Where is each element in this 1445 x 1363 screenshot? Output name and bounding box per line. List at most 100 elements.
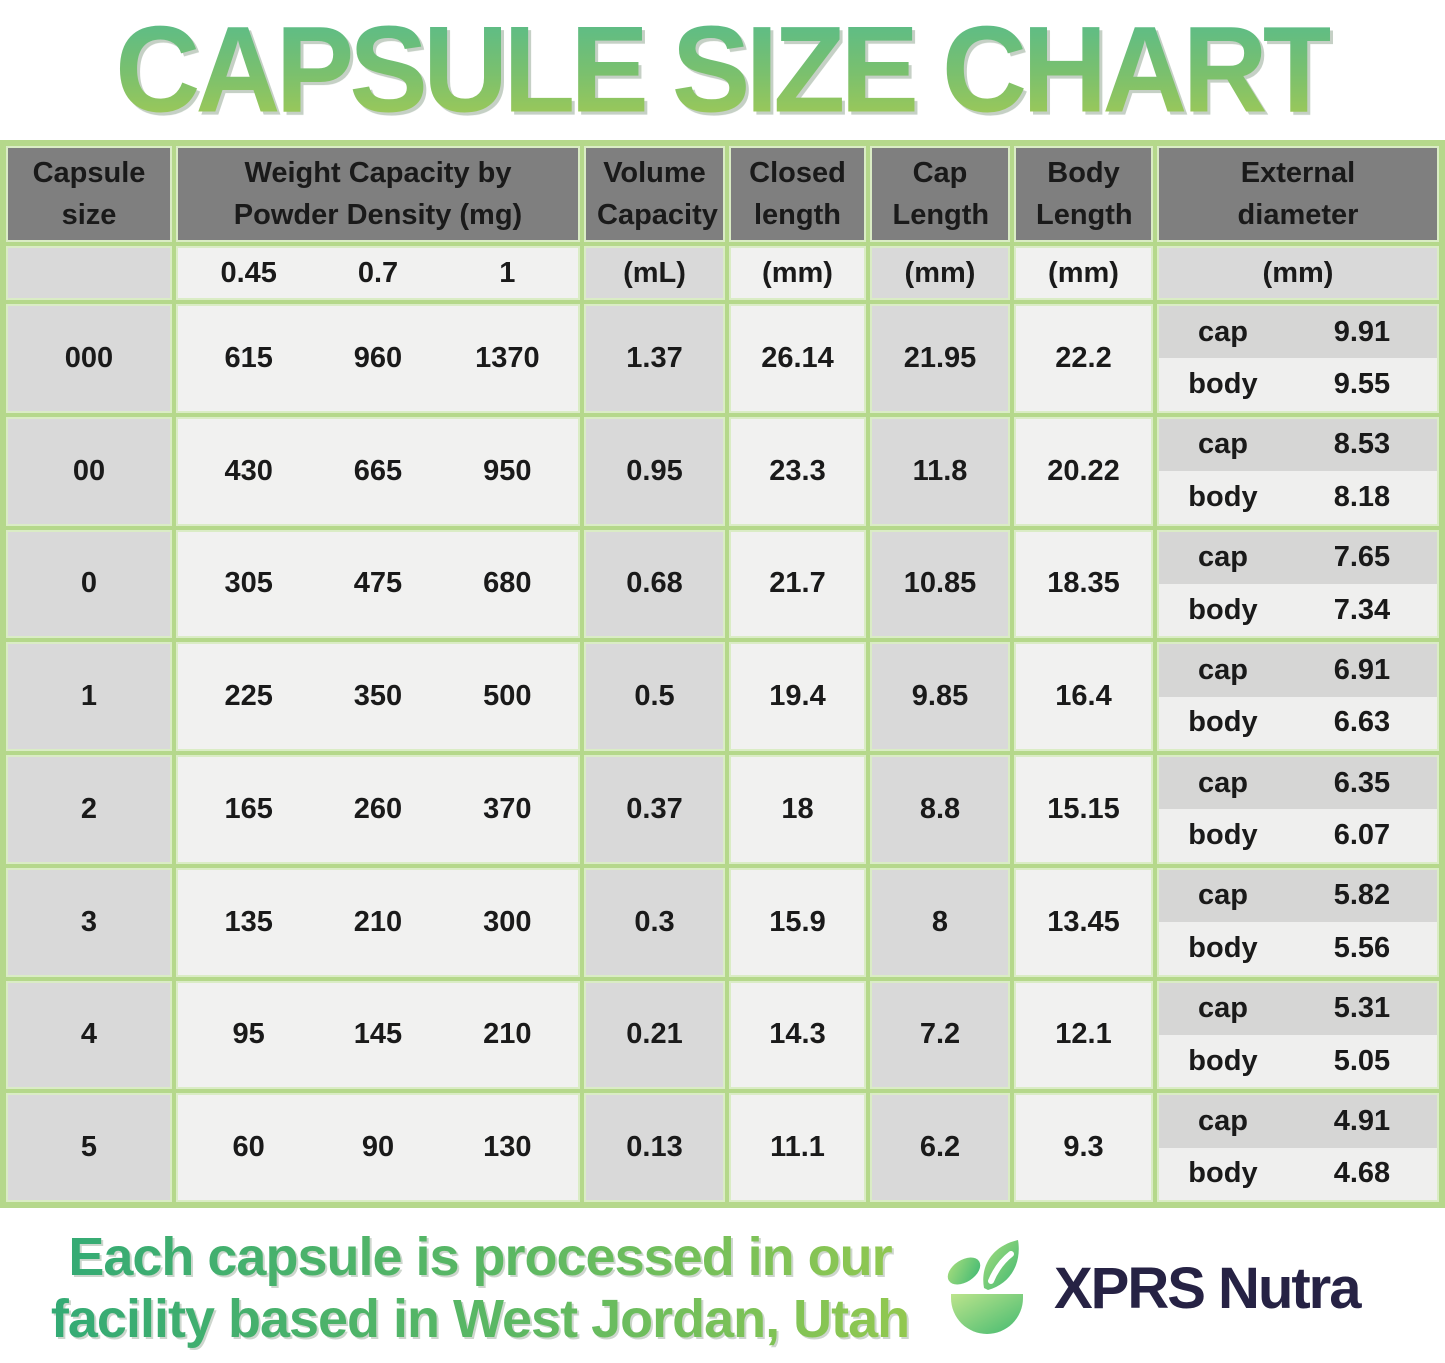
external-diameter-cell: cap 5.31 body 5.05	[1159, 982, 1437, 1088]
header-body-length: Body Length	[1016, 148, 1151, 240]
closed-length-cell: 15.9	[731, 869, 864, 975]
external-cap-value: 6.91	[1333, 653, 1391, 686]
weight-density-07-value: 960	[353, 341, 403, 374]
closed-length-cell: 26.14	[731, 306, 864, 411]
external-body-label: body	[1188, 931, 1258, 964]
cap-length-cell: 8.8	[872, 757, 1008, 862]
cap-length-cell: 8	[872, 869, 1008, 975]
weight-density-1-value: 130	[483, 1131, 532, 1164]
footer: Each capsule is processed in our facilit…	[0, 1213, 1445, 1363]
weight-density-07-value: 145	[353, 1018, 403, 1051]
weight-capacity-cell: 95 145 210	[178, 982, 578, 1088]
external-cap-label: cap	[1197, 653, 1248, 686]
body-length-cell: 16.4	[1016, 644, 1151, 749]
external-cap-row: cap 6.91	[1159, 644, 1437, 697]
external-cap-value: 4.91	[1333, 1104, 1391, 1137]
weight-density-07-value: 210	[353, 905, 403, 938]
body-length-cell: 15.15	[1016, 757, 1151, 862]
external-body-label: body	[1188, 1157, 1258, 1190]
header-capsule-size: Capsule size	[8, 148, 170, 240]
external-body-row: body 6.07	[1159, 809, 1437, 862]
cap-length-cell: 6.2	[872, 1095, 1008, 1200]
weight-density-045-value: 135	[224, 905, 273, 938]
external-cap-row: cap 5.31	[1159, 982, 1437, 1035]
footer-tagline: Each capsule is processed in our facilit…	[0, 1226, 930, 1350]
footer-tagline-line2: facility based in West Jordan, Utah	[50, 1289, 910, 1349]
external-body-label: body	[1188, 480, 1258, 513]
external-body-value: 7.34	[1333, 593, 1391, 626]
header-cap-length: Cap Length	[872, 148, 1008, 240]
closed-length-cell: 18	[731, 757, 864, 862]
weight-density-1-value: 210	[483, 1018, 532, 1051]
weight-density-045-value: 60	[232, 1131, 265, 1164]
units-body-length: (mm)	[1016, 248, 1151, 298]
external-cap-label: cap	[1197, 879, 1248, 912]
external-body-label: body	[1188, 368, 1258, 401]
external-cap-value: 5.82	[1333, 879, 1391, 912]
header-cap-length-label: Cap Length	[892, 156, 990, 231]
footer-tagline-line1: Each capsule is processed in our	[68, 1226, 892, 1287]
brand-logo: XPRS Nutra	[938, 1236, 1362, 1340]
body-length-cell: 20.22	[1016, 418, 1151, 524]
volume-capacity-cell: 0.37	[586, 757, 723, 862]
density-value-045: 0.45	[220, 256, 277, 289]
weight-density-07-value: 665	[353, 454, 403, 487]
external-diameter-cell: cap 8.53 body 8.18	[1159, 418, 1437, 524]
capsule-size-cell: 5	[8, 1095, 170, 1200]
external-cap-label: cap	[1197, 992, 1248, 1025]
external-body-row: body 4.68	[1159, 1147, 1437, 1200]
units-volume: (mL)	[586, 248, 723, 298]
density-value-1: 1	[499, 256, 516, 289]
external-body-row: body 5.05	[1159, 1034, 1437, 1088]
external-cap-label: cap	[1197, 428, 1248, 461]
external-cap-label: cap	[1197, 766, 1248, 799]
weight-density-1-value: 950	[483, 454, 532, 487]
external-body-value: 6.07	[1333, 819, 1391, 852]
volume-capacity-cell: 0.95	[586, 418, 723, 524]
header-weight-capacity: Weight Capacity by Powder Density (mg)	[178, 148, 578, 240]
weight-density-1-value: 1370	[475, 341, 540, 374]
weight-density-07-value: 260	[353, 792, 403, 825]
weight-density-045-value: 305	[224, 567, 273, 600]
header-closed-length-label: Closed length	[749, 156, 846, 231]
external-diameter-cell: cap 4.91 body 4.68	[1159, 1095, 1437, 1200]
external-body-row: body 7.34	[1159, 583, 1437, 637]
volume-capacity-cell: 0.3	[586, 869, 723, 975]
closed-length-cell: 14.3	[731, 982, 864, 1088]
units-capsule-size-empty	[8, 248, 170, 298]
external-cap-label: cap	[1197, 541, 1248, 574]
weight-density-045-value: 225	[224, 680, 273, 713]
external-diameter-cell: cap 9.91 body 9.55	[1159, 306, 1437, 411]
cap-length-cell: 21.95	[872, 306, 1008, 411]
external-cap-value: 6.35	[1333, 766, 1391, 799]
units-density-values: 0.45 0.7 1	[178, 248, 578, 298]
weight-capacity-cell: 305 475 680	[178, 531, 578, 637]
weight-density-1-value: 300	[483, 905, 532, 938]
external-cap-row: cap 5.82	[1159, 869, 1437, 923]
external-cap-value: 9.91	[1333, 315, 1391, 348]
external-body-label: body	[1188, 706, 1258, 739]
external-cap-row: cap 4.91	[1159, 1095, 1437, 1148]
weight-capacity-cell: 60 90 130	[178, 1095, 578, 1200]
external-diameter-cell: cap 7.65 body 7.34	[1159, 531, 1437, 637]
cap-length-cell: 7.2	[872, 982, 1008, 1088]
weight-density-1-value: 370	[483, 792, 532, 825]
header-body-length-label: Body Length	[1036, 156, 1133, 231]
weight-density-045-value: 615	[224, 341, 273, 374]
page-title: CAPSULE SIZE CHART	[115, 1, 1335, 139]
units-external-diameter: (mm)	[1159, 248, 1437, 298]
brand-name: XPRS Nutra	[1054, 1255, 1362, 1321]
units-cap-length: (mm)	[872, 248, 1008, 298]
external-body-row: body 5.56	[1159, 922, 1437, 975]
header-volume-capacity: Volume Capacity	[586, 148, 723, 240]
capsule-size-cell: 2	[8, 757, 170, 862]
weight-density-07-value: 350	[353, 680, 403, 713]
external-cap-value: 8.53	[1333, 428, 1391, 461]
external-body-label: body	[1188, 819, 1258, 852]
weight-density-045-value: 430	[224, 454, 273, 487]
volume-capacity-cell: 1.37	[586, 306, 723, 411]
capsule-size-table: Capsule size Weight Capacity by Powder D…	[0, 140, 1445, 1208]
body-length-cell: 13.45	[1016, 869, 1151, 975]
external-cap-label: cap	[1197, 315, 1248, 348]
external-body-label: body	[1188, 1044, 1258, 1077]
